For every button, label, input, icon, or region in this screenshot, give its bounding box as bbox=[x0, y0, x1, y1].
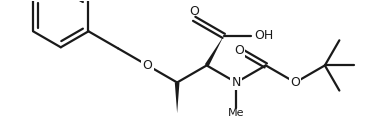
Text: O: O bbox=[189, 5, 199, 18]
Polygon shape bbox=[205, 36, 224, 67]
Text: O: O bbox=[234, 44, 244, 57]
Text: OH: OH bbox=[254, 29, 274, 42]
Polygon shape bbox=[175, 82, 180, 113]
Text: N: N bbox=[232, 76, 241, 89]
Text: Me: Me bbox=[228, 108, 244, 118]
Text: O: O bbox=[290, 76, 300, 89]
Text: O: O bbox=[143, 59, 152, 72]
